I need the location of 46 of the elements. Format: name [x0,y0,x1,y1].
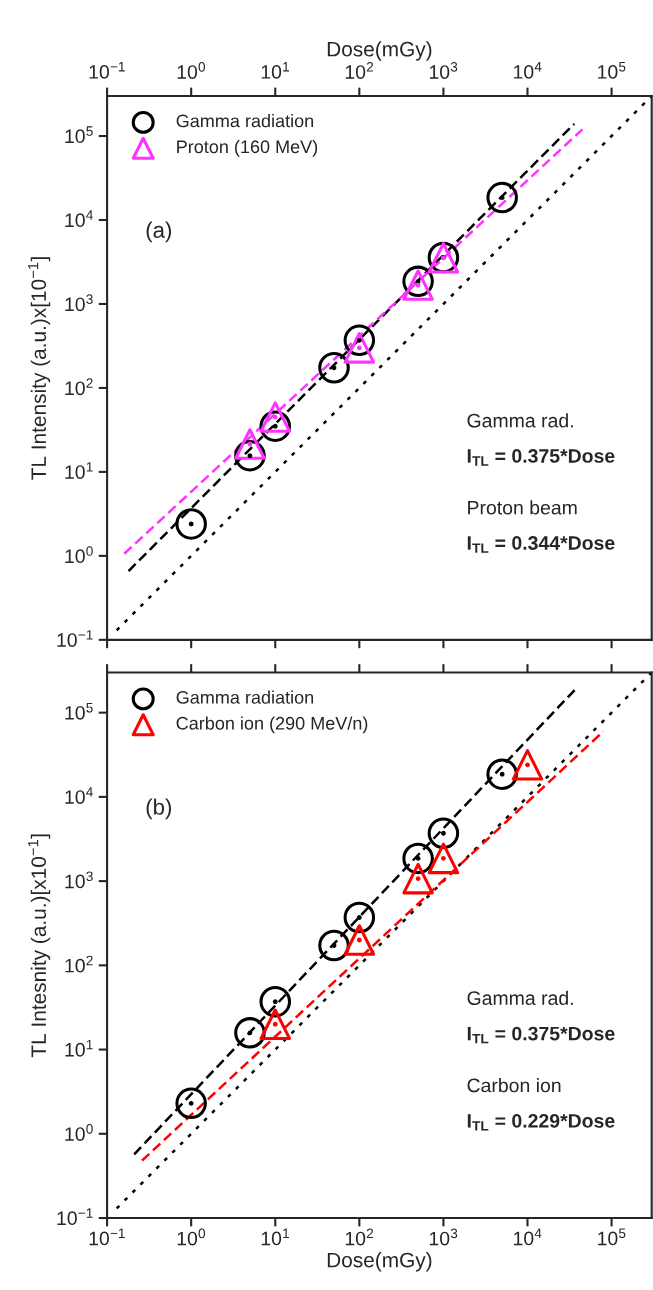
legend-label: Carbon ion (290 MeV/n) [176,716,368,734]
x-tick-label: 10$^{0}$ [177,1228,206,1246]
x-tick-label: 10$^{0}$ [177,62,206,79]
annotation: Proton beam [468,500,577,515]
annotation: Gamma rad. [467,990,573,1006]
annotation: I$_{TL}$ = 0.344*Dose [467,536,615,553]
x-tick-label: 10$^{3}$ [429,1228,458,1246]
y-tick-label: 10$^{3}$ [65,294,93,312]
y-tick-label: 10$^{0}$ [65,546,93,564]
x-tick-label: 10$^{3}$ [429,62,458,79]
x-tick-label: 10$^{2}$ [345,62,374,79]
y-tick-label: 10$^{−1}$ [57,1208,93,1226]
y-tick-label: 10$^{3}$ [65,871,93,889]
x-tick-label: 10$^{5}$ [598,1228,626,1246]
y-tick-label: 10$^{5}$ [65,126,93,144]
y-axis-title: TL Intesnity (a.u.)[x10$^{−1}$] [28,834,51,1058]
y-tick-label: 10$^{2}$ [65,378,93,396]
x-tick-label: 10$^{−1}$ [89,1228,125,1246]
y-tick-label: 10$^{1}$ [65,462,93,479]
annotation: I$_{TL}$ = 0.375*Dose [467,1026,615,1044]
annotation: (b) [146,798,171,820]
x-tick-label: 10$^{4}$ [514,62,542,79]
y-tick-label: 10$^{4}$ [65,210,93,228]
annotation: Carbon ion [467,1078,561,1093]
x-tick-label: 10$^{1}$ [261,62,289,79]
y-tick-label: 10$^{1}$ [65,1039,93,1057]
x-tick-label: 10$^{1}$ [261,1228,289,1246]
annotation: I$_{TL}$ = 0.229*Dose [467,1113,615,1131]
x-tick-label: 10$^{5}$ [598,62,626,79]
y-tick-label: 10$^{4}$ [65,787,93,804]
annotation: I$_{TL}$ = 0.375*Dose [467,449,615,466]
legend-label: Gamma radiation [176,690,314,704]
y-tick-label: 10$^{−1}$ [57,630,93,647]
x-tick-label: 10$^{4}$ [514,1228,542,1246]
y-tick-label: 10$^{5}$ [65,702,93,720]
x-axis-title: Dose(mGy) [327,1252,432,1272]
x-tick-label: 10$^{2}$ [345,1228,374,1246]
legend-label: Proton (160 MeV) [177,139,318,157]
annotation: (a) [146,221,171,243]
x-tick-label: 10$^{−1}$ [89,62,125,79]
annotation: Gamma rad. [467,413,573,428]
y-axis-title: TL Intensity (a.u.)x[10$^{−1}$] [28,257,51,480]
y-tick-label: 10$^{2}$ [65,955,93,973]
y-tick-label: 10$^{0}$ [65,1124,93,1141]
x-axis-title: Dose(mGy) [327,41,432,61]
legend-label: Gamma radiation [176,114,314,128]
